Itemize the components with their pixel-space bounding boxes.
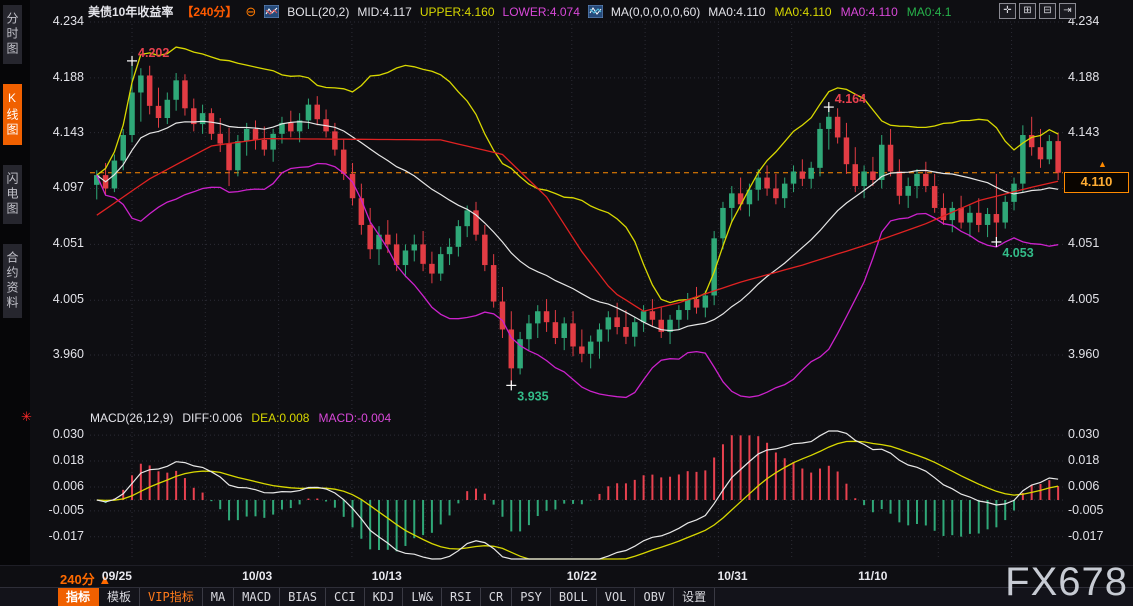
toolbar-item-OBV[interactable]: OBV bbox=[635, 588, 675, 606]
ma-value-3: MA0:4.1 bbox=[906, 4, 952, 19]
y-axis-label: 4.188 bbox=[52, 69, 84, 84]
y-axis-label: 4.143 bbox=[1068, 124, 1100, 139]
crosshair-icon[interactable]: ✛ bbox=[999, 3, 1016, 19]
current-price-tag: 4.110 bbox=[1064, 172, 1129, 193]
ma-values: MA0:4.110 MA0:4.110 MA0:4.110 MA0:4.1 bbox=[708, 5, 951, 19]
macd-panel bbox=[104, 435, 1060, 552]
y-axis-label: 4.097 bbox=[52, 180, 84, 195]
fx678-watermark: FX678 bbox=[1005, 560, 1128, 604]
y-axis-label: 4.051 bbox=[52, 236, 84, 251]
candlestick-chart[interactable]: 4.202 4.164 3.935 4.053 bbox=[0, 0, 1133, 565]
x-axis-date: 10/03 bbox=[242, 569, 273, 583]
toolbar-item-BIAS[interactable]: BIAS bbox=[280, 588, 326, 606]
sidebar-tab-4[interactable]: 合约资料 bbox=[3, 244, 22, 318]
toolbar-item-CCI[interactable]: CCI bbox=[326, 588, 365, 606]
macd-axis-label: -0.017 bbox=[48, 528, 84, 543]
chart-toolbar-icons: ✛ ⊞ ⊟ ⇥ bbox=[999, 3, 1076, 19]
y-axis-label: 4.143 bbox=[52, 124, 84, 139]
x-axis-row: 240分 ▲ 09/25 10/03 10/13 10/22 10/31 11/10 bbox=[0, 565, 1133, 588]
boll-label: BOLL(20,2) bbox=[287, 4, 350, 19]
y-axis-label: 4.005 bbox=[1068, 292, 1100, 307]
toolbar-item-KDJ[interactable]: KDJ bbox=[365, 588, 404, 606]
price-annotation: 4.202 bbox=[138, 46, 169, 60]
boll-lower-value: LOWER:4.074 bbox=[502, 4, 580, 19]
boll-mid-value: MID:4.117 bbox=[357, 4, 412, 19]
price-annotation: 4.164 bbox=[835, 92, 866, 106]
y-axis-label: 4.188 bbox=[1068, 69, 1100, 84]
ma-label: MA(0,0,0,0,0,60) bbox=[610, 4, 701, 19]
macd-macd-value: MACD:-0.004 bbox=[318, 411, 392, 425]
macd-axis-label: -0.005 bbox=[1068, 502, 1104, 517]
toolbar-item-RSI[interactable]: RSI bbox=[442, 588, 481, 606]
chart-header: 美债10年收益率 【240分】 ⊖ BOLL(20,2) MID:4.117 U… bbox=[88, 3, 951, 20]
macd-diff-value: DIFF:0.006 bbox=[182, 411, 243, 425]
timeframe-label[interactable]: 240分 ▲ bbox=[60, 572, 112, 587]
x-axis-date: 11/10 bbox=[858, 569, 888, 583]
macd-axis-label: 0.006 bbox=[52, 479, 84, 494]
zoom-out-icon[interactable]: ⊟ bbox=[1039, 3, 1056, 19]
macd-dea-value: DEA:0.008 bbox=[251, 411, 310, 425]
macd-axis-label: -0.017 bbox=[1068, 528, 1104, 543]
toolbar-item-CR[interactable]: CR bbox=[481, 588, 513, 606]
boll-upper-value: UPPER:4.160 bbox=[419, 4, 495, 19]
y-axis-label: 3.960 bbox=[52, 346, 84, 361]
x-axis-date: 10/22 bbox=[566, 569, 597, 583]
macd-axis-label: 0.030 bbox=[52, 427, 84, 442]
macd-axis-label: 0.030 bbox=[1068, 427, 1100, 442]
ma-value-1: MA0:4.110 bbox=[774, 4, 832, 19]
y-axis-label: 3.960 bbox=[1068, 346, 1100, 361]
toolbar-item-设置[interactable]: 设置 bbox=[674, 588, 716, 606]
macd-label: MACD(26,12,9) bbox=[90, 411, 174, 425]
pan-right-icon[interactable]: ⇥ bbox=[1059, 3, 1076, 19]
price-annotation: 3.935 bbox=[517, 389, 548, 403]
toolbar-item-模板[interactable]: 模板 bbox=[99, 588, 141, 606]
candles bbox=[94, 60, 1061, 386]
toolbar-item-指标[interactable]: 指标 bbox=[58, 588, 100, 606]
price-up-arrow-icon: ▲ bbox=[1098, 159, 1107, 169]
toolbar-item-MACD[interactable]: MACD bbox=[234, 588, 281, 606]
x-axis-date: 10/31 bbox=[717, 569, 748, 583]
macd-header: MACD(26,12,9) DIFF:0.006 DEA:0.008 MACD:… bbox=[90, 411, 391, 425]
macd-axis-label: 0.018 bbox=[52, 453, 84, 468]
macd-axis-label: -0.005 bbox=[48, 502, 84, 517]
zoom-area-icon[interactable]: ⊞ bbox=[1019, 3, 1036, 19]
indicator-toolbar: 指标 模板 VIP指标 MA MACD BIAS CCI KDJ LW& RSI CR PSY BOLL… bbox=[0, 587, 1133, 606]
x-axis-date: 10/13 bbox=[371, 569, 402, 583]
toolbar-item-BOLL[interactable]: BOLL bbox=[551, 588, 597, 606]
y-axis-label: 4.234 bbox=[52, 14, 84, 28]
y-axis-label: 4.005 bbox=[52, 292, 84, 307]
toolbar-item-MA[interactable]: MA bbox=[203, 588, 235, 606]
collapse-icon[interactable]: ⊖ bbox=[245, 3, 257, 19]
boll-indicator-icon[interactable] bbox=[263, 4, 280, 19]
sidebar-tab-3[interactable]: 闪电图 bbox=[3, 165, 22, 224]
toolbar-item-LW&[interactable]: LW& bbox=[403, 588, 443, 606]
symbol-title: 美债10年收益率 bbox=[88, 5, 174, 19]
toolbar-item-VIP指标[interactable]: VIP指标 bbox=[140, 588, 203, 606]
sidebar: 分时图 K线图闪电图合约资料 bbox=[0, 0, 30, 565]
ma-value-2: MA0:4.110 bbox=[840, 4, 898, 19]
y-axis-label: 4.051 bbox=[1068, 236, 1100, 251]
ma-value-0: MA0:4.110 bbox=[708, 4, 766, 19]
sidebar-tab-2[interactable]: K线图 bbox=[3, 84, 22, 145]
sidebar-tab-1[interactable]: 分时图 bbox=[3, 5, 22, 64]
toolbar-item-PSY[interactable]: PSY bbox=[512, 588, 551, 606]
live-indicator-icon: ✳ bbox=[21, 409, 32, 424]
macd-axis-label: 0.006 bbox=[1068, 479, 1100, 494]
toolbar-item-VOL[interactable]: VOL bbox=[597, 588, 636, 606]
period-label[interactable]: 【240分】 bbox=[181, 5, 238, 19]
price-annotation: 4.053 bbox=[1002, 246, 1033, 260]
x-axis-date: 09/25 bbox=[101, 569, 132, 583]
macd-axis-label: 0.018 bbox=[1068, 453, 1100, 468]
ma-indicator-icon[interactable] bbox=[587, 4, 604, 19]
